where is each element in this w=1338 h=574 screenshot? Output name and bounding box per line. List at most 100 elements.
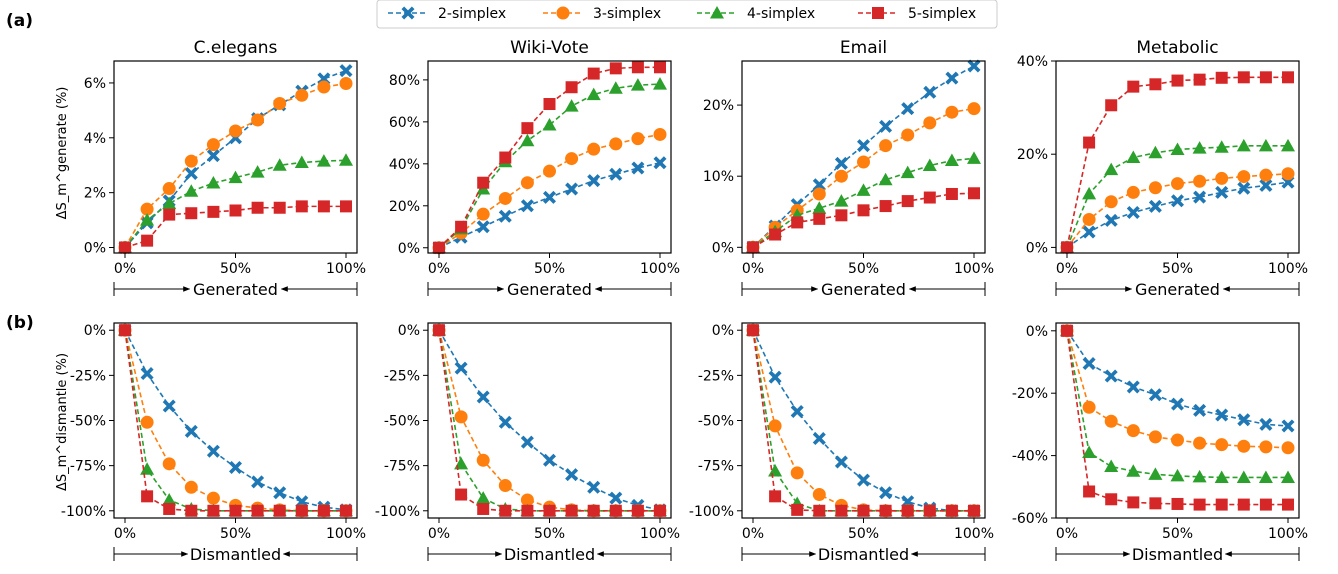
data-point — [945, 71, 959, 85]
y-tick-label: 40% — [389, 157, 420, 173]
data-point — [184, 166, 198, 180]
x-axis-label: Generated — [821, 280, 906, 299]
series-line — [438, 83, 661, 249]
series-4-simplex — [746, 323, 981, 517]
data-point — [747, 324, 759, 337]
data-point — [565, 504, 578, 517]
y-tick-label: 0% — [1026, 324, 1048, 340]
data-point — [140, 202, 154, 216]
series-line — [1066, 145, 1288, 248]
y-tick-label: -75% — [70, 459, 106, 475]
series-line — [752, 192, 975, 249]
data-point — [520, 133, 535, 147]
series-line — [752, 157, 975, 248]
series-line — [438, 133, 661, 249]
data-point — [295, 504, 308, 517]
data-point — [857, 204, 870, 217]
data-point — [1104, 414, 1118, 428]
data-point — [945, 187, 958, 200]
legend-label: 4-simplex — [747, 6, 815, 22]
series-2-simplex — [746, 59, 981, 254]
x-tick-label: 100% — [1268, 261, 1308, 277]
data-point — [317, 504, 330, 517]
legend-x-marker — [401, 6, 415, 20]
row-label-a: (a) — [6, 11, 33, 31]
y-tick-label: 0% — [84, 323, 106, 339]
series-3-simplex — [118, 76, 353, 255]
data-point — [1281, 419, 1295, 433]
series-line — [124, 330, 346, 512]
series-line — [1066, 330, 1289, 427]
data-point — [1126, 150, 1141, 163]
data-point — [769, 228, 782, 241]
data-point — [923, 504, 936, 517]
data-point — [945, 504, 958, 517]
data-point — [791, 216, 804, 229]
y-tick-label: -25% — [70, 368, 106, 384]
legend-entry: 5-simplex — [858, 6, 976, 22]
row-label-b: (b) — [6, 313, 34, 333]
data-point — [1237, 181, 1251, 195]
y-tick-label: 0% — [398, 323, 420, 339]
data-point — [790, 466, 804, 480]
data-point — [631, 61, 644, 74]
x-tick-label: 50% — [220, 526, 251, 542]
data-point — [229, 504, 242, 517]
data-point — [1215, 438, 1229, 452]
series-5-simplex — [1061, 324, 1294, 511]
x-tick-label: 50% — [220, 261, 251, 277]
data-point — [433, 241, 445, 254]
data-point — [834, 156, 848, 170]
data-point — [294, 155, 309, 168]
data-point — [1215, 171, 1229, 185]
data-point — [433, 324, 445, 337]
x-tick-label: 100% — [326, 261, 366, 277]
series-2-simplex — [1060, 324, 1295, 433]
data-point — [340, 504, 352, 517]
data-point — [476, 207, 490, 221]
x-arrow-bracket: Dismantled — [113, 545, 358, 564]
data-point — [608, 81, 623, 94]
data-point — [653, 156, 667, 170]
data-point — [769, 490, 782, 503]
x-tick-label: 50% — [1162, 526, 1193, 542]
data-point — [768, 464, 783, 477]
x-arrow-bracket: Generated — [741, 280, 986, 299]
data-point — [140, 213, 155, 226]
data-point — [1082, 225, 1096, 239]
data-point — [1258, 470, 1273, 483]
data-point — [140, 367, 154, 381]
data-point — [1237, 413, 1251, 427]
data-point — [1171, 497, 1184, 510]
data-point — [140, 462, 155, 475]
legend: 2-simplex 3-simplex 4-simplex 5-simplex — [376, 0, 998, 29]
data-point — [653, 127, 667, 141]
data-point — [565, 182, 579, 196]
x-axis-label: Dismantled — [190, 545, 281, 564]
x-tick-label: 100% — [954, 261, 994, 277]
y-tick-label: -100% — [375, 504, 420, 520]
data-point — [1258, 138, 1273, 152]
series-5-simplex — [747, 187, 980, 254]
series-5-simplex — [433, 61, 666, 254]
data-point — [206, 149, 220, 163]
data-point — [812, 178, 826, 192]
data-point — [520, 176, 534, 190]
y-axis-label-dismantle: ΔS_m^dismantle (%) — [55, 353, 70, 491]
data-point — [1281, 470, 1295, 483]
data-point — [206, 491, 220, 505]
data-point — [609, 491, 623, 505]
legend-entry: 4-simplex — [697, 6, 815, 22]
data-point — [812, 488, 826, 502]
series-3-simplex — [1060, 167, 1295, 254]
data-point — [879, 139, 893, 153]
data-point — [162, 399, 176, 413]
x-tick-label: 0% — [114, 526, 136, 542]
data-point — [295, 200, 308, 213]
data-point — [1259, 440, 1273, 454]
data-point — [273, 201, 286, 214]
data-point — [565, 152, 579, 166]
series-line — [438, 330, 660, 512]
data-point — [316, 154, 331, 167]
